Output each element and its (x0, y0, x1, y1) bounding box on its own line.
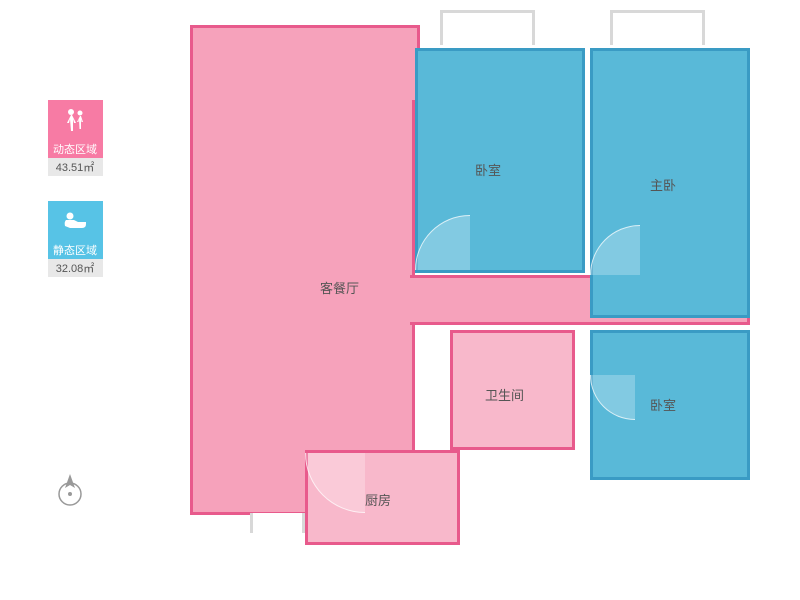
floorplan: 卧室 主卧 卧室 卫生间 厨房 客餐厅 (175, 10, 755, 580)
static-label: 静态区域 (48, 241, 103, 259)
dynamic-value: 43.51㎡ (48, 158, 103, 176)
static-icon (48, 201, 103, 241)
label-kitchen: 厨房 (365, 490, 391, 509)
label-bedroom1: 卧室 (475, 160, 501, 179)
compass-icon (50, 470, 90, 510)
legend-panel: 动态区域 43.51㎡ 静态区域 32.08㎡ (40, 100, 110, 302)
legend-static: 静态区域 32.08㎡ (40, 201, 110, 277)
static-value: 32.08㎡ (48, 259, 103, 277)
label-bedroom2: 卧室 (650, 395, 676, 414)
bump-1 (440, 10, 535, 45)
dynamic-label: 动态区域 (48, 140, 103, 158)
label-bathroom: 卫生间 (485, 385, 524, 404)
label-living: 客餐厅 (320, 278, 359, 297)
label-master: 主卧 (650, 175, 676, 194)
bottom-door (250, 513, 305, 533)
legend-dynamic: 动态区域 43.51㎡ (40, 100, 110, 176)
door-arc (590, 225, 690, 325)
room-living-main (190, 25, 415, 515)
dynamic-icon (48, 100, 103, 140)
bump-2 (610, 10, 705, 45)
